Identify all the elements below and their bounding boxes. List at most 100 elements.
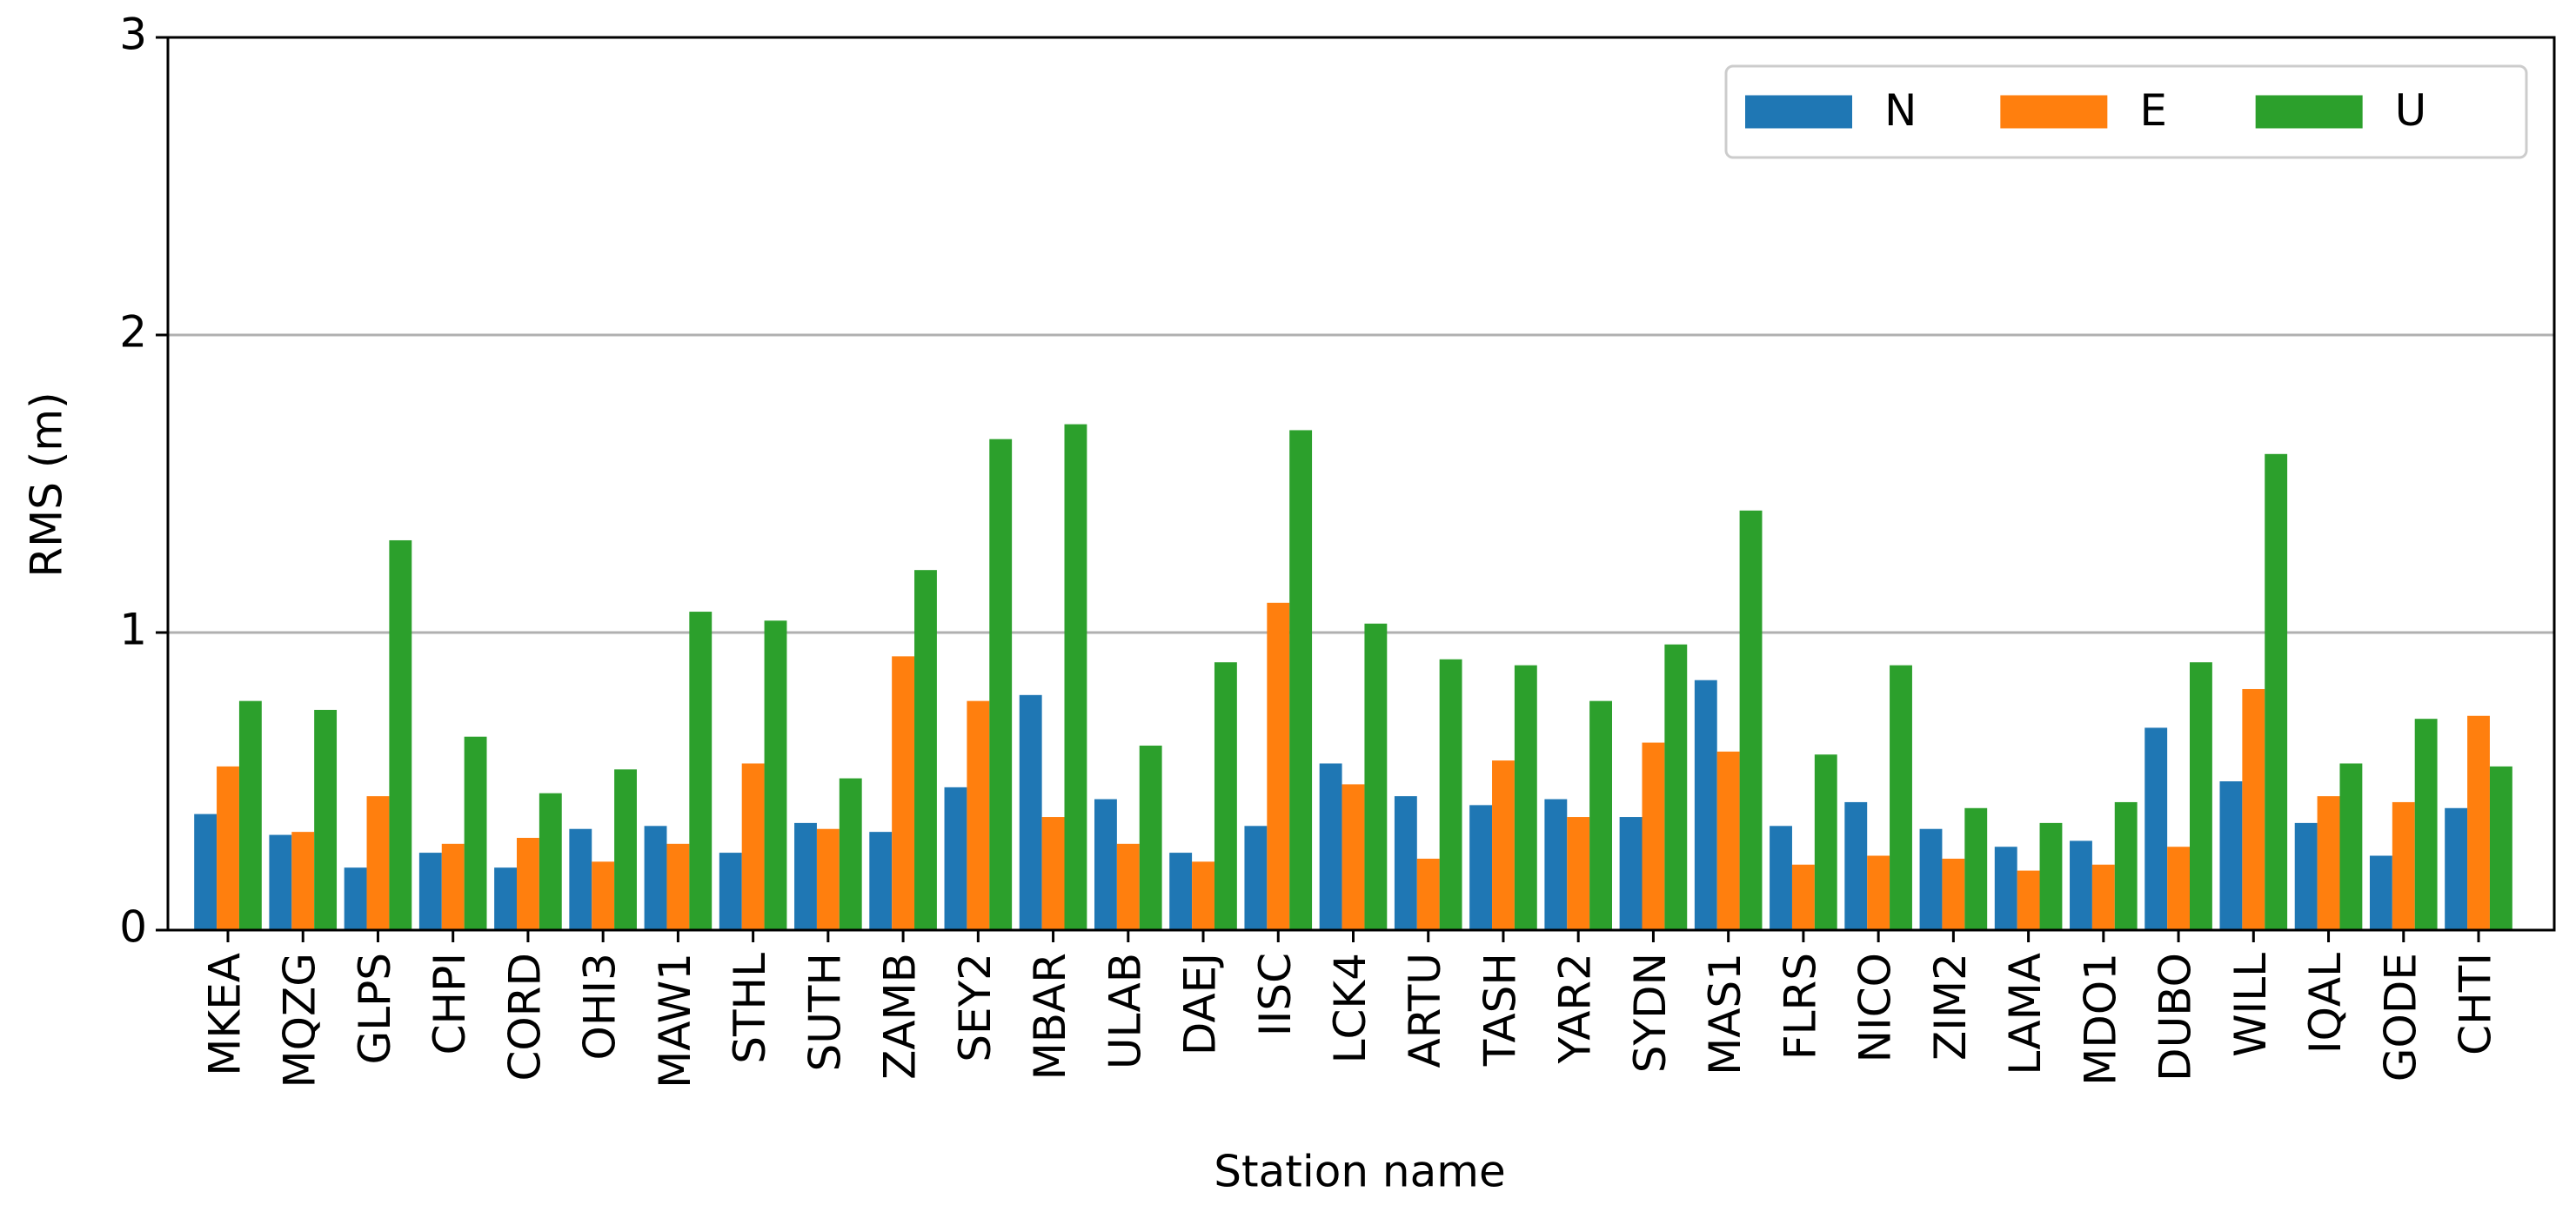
bar (1192, 861, 1214, 930)
x-tick-label: CORD (499, 953, 550, 1081)
x-tick-label: CHTI (2451, 953, 2501, 1055)
bar (2017, 870, 2040, 930)
bar (344, 867, 367, 930)
x-tick-label: LCK4 (1325, 953, 1375, 1063)
bar (2294, 822, 2318, 930)
bar (464, 736, 487, 930)
bar (1469, 805, 1493, 930)
x-tick-label: LAMA (2000, 953, 2051, 1075)
bar (1544, 799, 1568, 930)
x-tick-label: TASH (1475, 953, 1525, 1067)
bar (238, 700, 262, 930)
bar (614, 769, 637, 930)
bar (1041, 817, 1065, 930)
bar (914, 570, 937, 930)
bar (1364, 623, 1388, 930)
bar (1139, 745, 1162, 930)
legend-label: E (2139, 85, 2167, 136)
legend-label: U (2395, 85, 2427, 136)
bar (1342, 784, 1365, 930)
bar (1814, 754, 1837, 930)
bar (944, 787, 967, 930)
x-tick-label: DUBO (2151, 953, 2201, 1081)
bar (291, 832, 315, 930)
bar (314, 709, 338, 930)
bar (1642, 742, 1665, 930)
bar (1567, 817, 1590, 930)
bar (1064, 424, 1087, 931)
x-tick-label: CHPI (425, 953, 475, 1055)
x-tick-label: WILL (2225, 953, 2276, 1057)
bar (1169, 853, 1193, 930)
x-tick-label: ZAMB (875, 953, 926, 1080)
x-tick-label: IQAL (2300, 953, 2351, 1054)
bar (494, 867, 517, 930)
x-tick-label: SUTH (800, 953, 850, 1071)
bar (1919, 828, 1943, 930)
bar (1267, 602, 1290, 930)
bar (1492, 760, 1515, 930)
bar (689, 612, 713, 930)
bar (2039, 822, 2063, 930)
bar (1394, 796, 1417, 930)
x-tick-label: IISC (1250, 953, 1301, 1036)
x-tick-label: STHL (725, 953, 775, 1064)
bar (2167, 847, 2191, 930)
bar (2489, 766, 2512, 930)
y-tick-label: 0 (119, 902, 147, 953)
x-tick-label: SYDN (1625, 953, 1676, 1073)
bar (892, 656, 915, 930)
x-tick-label: MDO1 (2075, 953, 2125, 1086)
bar (592, 861, 615, 930)
bar (2091, 864, 2115, 930)
x-tick-label: GODE (2375, 953, 2425, 1081)
bar (1770, 826, 1792, 930)
bar (2219, 781, 2243, 930)
bar (839, 778, 862, 930)
bar (1319, 763, 1342, 930)
x-tick-label: MQZG (275, 953, 325, 1088)
bar (217, 766, 239, 930)
bar (1416, 858, 1440, 930)
y-tick-label: 2 (119, 307, 147, 358)
x-tick-label: MBAR (1025, 953, 1075, 1080)
bar (1619, 817, 1643, 930)
bar (1019, 694, 1042, 930)
x-tick-label: MAW1 (650, 953, 700, 1088)
bar (2392, 801, 2415, 930)
bar (1589, 700, 1613, 930)
bar (666, 843, 690, 930)
bar (1844, 801, 1868, 930)
bar (1094, 799, 1117, 930)
bar (741, 763, 765, 930)
bar (1289, 430, 1313, 930)
bar (1116, 843, 1140, 930)
bar (1890, 665, 1912, 930)
bar (418, 853, 442, 930)
y-axis-label: RMS (m) (22, 392, 72, 577)
bar (2070, 840, 2092, 930)
x-axis-label: Station name (1214, 1147, 1505, 1197)
bar (1964, 807, 1988, 930)
legend-swatch (2255, 95, 2363, 129)
x-tick-label: SEY2 (950, 953, 1000, 1062)
bar (1664, 644, 1688, 930)
bar (1694, 680, 1717, 930)
bar (764, 620, 787, 930)
legend-label: N (1884, 85, 1917, 136)
bar (389, 539, 412, 930)
x-tick-label: GLPS (350, 953, 400, 1065)
legend-swatch (1745, 95, 1852, 129)
x-tick-label: NICO (1850, 953, 1901, 1062)
legend-box (1724, 64, 2528, 159)
bar (2190, 662, 2212, 930)
plot-frame (166, 36, 2556, 932)
x-tick-label: ARTU (1400, 953, 1450, 1068)
legend-swatch (2000, 95, 2108, 129)
x-tick-label: YAR2 (1550, 953, 1601, 1064)
x-tick-label: ULAB (1100, 953, 1150, 1069)
bar (539, 793, 562, 930)
x-tick-label: DAEJ (1175, 953, 1226, 1055)
bar (569, 828, 592, 930)
